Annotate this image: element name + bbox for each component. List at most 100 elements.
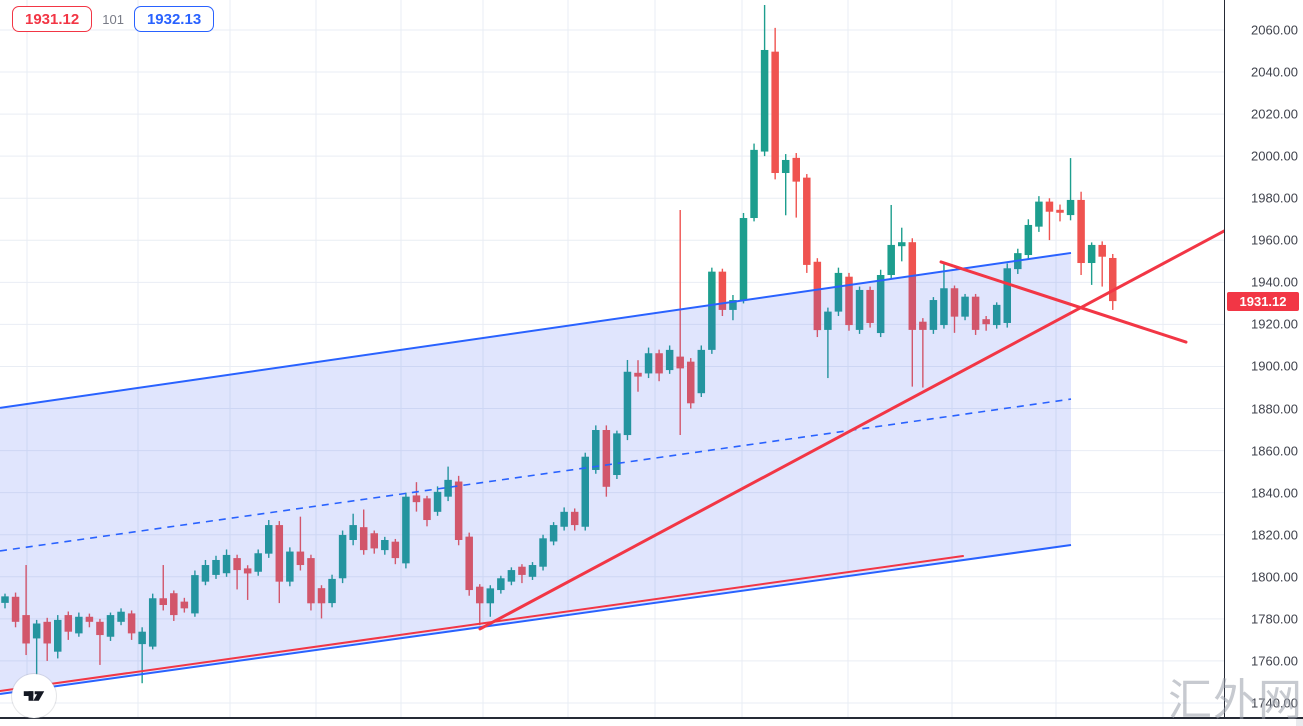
candle-body[interactable] <box>750 149 758 219</box>
trendlines[interactable] <box>0 229 1224 693</box>
candle-body[interactable] <box>222 554 231 574</box>
candle-body[interactable] <box>613 433 621 476</box>
candle-body[interactable] <box>729 300 737 310</box>
candle-body[interactable] <box>201 565 210 582</box>
candle-body[interactable] <box>159 598 168 605</box>
candle-body[interactable] <box>96 621 104 636</box>
candle-body[interactable] <box>570 511 579 526</box>
candle-body[interactable] <box>771 51 779 174</box>
candle-body[interactable] <box>982 319 990 325</box>
chart-canvas[interactable] <box>0 0 1224 718</box>
candle-body[interactable] <box>940 288 948 326</box>
candle-body[interactable] <box>307 558 315 604</box>
candle-body[interactable] <box>22 615 30 644</box>
sell-price-button[interactable]: 1931.12 <box>12 6 93 32</box>
channel-lower-line[interactable] <box>0 544 1072 695</box>
candle-body[interactable] <box>1035 201 1043 227</box>
candle-body[interactable] <box>560 511 568 527</box>
candle-body[interactable] <box>465 536 473 591</box>
candle-body[interactable] <box>349 525 357 541</box>
candle-body[interactable] <box>433 491 442 512</box>
candle-body[interactable] <box>718 271 727 310</box>
candle-body[interactable] <box>32 623 41 639</box>
candle-body[interactable] <box>138 631 146 645</box>
channel-fill[interactable] <box>0 252 1071 694</box>
candle-body[interactable] <box>1109 257 1117 302</box>
candle-body[interactable] <box>898 242 906 247</box>
candle-body[interactable] <box>170 593 178 616</box>
candle-body[interactable] <box>687 361 695 404</box>
falling-trendline[interactable] <box>939 260 1188 344</box>
candle-body[interactable] <box>845 276 853 326</box>
candle-body[interactable] <box>191 575 199 614</box>
candle-body[interactable] <box>85 616 94 622</box>
candle-body[interactable] <box>497 578 505 591</box>
candle-body[interactable] <box>265 525 273 554</box>
candle-body[interactable] <box>549 525 558 542</box>
candle-body[interactable] <box>412 495 421 503</box>
candle-body[interactable] <box>127 613 136 634</box>
candle-body[interactable] <box>359 527 368 551</box>
candle-body[interactable] <box>1066 199 1075 216</box>
candle-body[interactable] <box>866 289 874 323</box>
candle-body[interactable] <box>54 619 62 652</box>
candle-body[interactable] <box>950 288 959 317</box>
channel-middle-dashed-line[interactable] <box>0 398 1072 552</box>
support-along-lows[interactable] <box>0 554 964 693</box>
candle-body[interactable] <box>961 296 969 317</box>
candle-body[interactable] <box>370 533 379 549</box>
candle-body[interactable] <box>391 541 400 559</box>
candle-body[interactable] <box>423 498 431 521</box>
candle-body[interactable] <box>507 570 516 582</box>
candle-body[interactable] <box>634 372 642 377</box>
candle-body[interactable] <box>655 353 663 374</box>
candle-body[interactable] <box>971 296 980 330</box>
candle-body[interactable] <box>1087 244 1096 264</box>
candle-body[interactable] <box>106 615 115 637</box>
candle-body[interactable] <box>1 596 9 603</box>
candle-body[interactable] <box>760 49 769 152</box>
candle-body[interactable] <box>581 456 590 527</box>
candle-body[interactable] <box>602 430 611 487</box>
candle-body[interactable] <box>708 271 716 350</box>
candle-body[interactable] <box>275 525 284 582</box>
candle-body[interactable] <box>254 553 262 572</box>
candle-body[interactable] <box>697 349 706 394</box>
candle-body[interactable] <box>148 598 157 647</box>
trend-channel[interactable] <box>0 251 1072 695</box>
candle-body[interactable] <box>212 559 220 575</box>
candle-body[interactable] <box>834 272 843 312</box>
candle-body[interactable] <box>402 496 410 564</box>
candle-body[interactable] <box>908 242 917 330</box>
candle-body[interactable] <box>739 218 748 301</box>
candle-body[interactable] <box>180 601 189 609</box>
price-axis[interactable]: 2060.00 2040.00 2020.00 2000.00 1980.00 1960.… <box>1224 0 1303 718</box>
candle-body[interactable] <box>317 588 326 604</box>
candle-body[interactable] <box>1098 244 1106 257</box>
candle-body[interactable] <box>919 321 927 330</box>
candle-body[interactable] <box>676 356 684 369</box>
candle-body[interactable] <box>338 534 347 579</box>
candle-body[interactable] <box>117 611 125 622</box>
buy-price-button[interactable]: 1932.13 <box>133 6 215 32</box>
candle-body[interactable] <box>454 481 463 541</box>
candle-body[interactable] <box>328 578 336 604</box>
tradingview-logo[interactable] <box>12 674 56 718</box>
candle-body[interactable] <box>243 568 252 574</box>
candle-body[interactable] <box>929 300 938 330</box>
candle-body[interactable] <box>824 311 832 330</box>
candle-body[interactable] <box>286 551 294 582</box>
candle-body[interactable] <box>1024 224 1033 256</box>
candle-body[interactable] <box>855 289 864 330</box>
candle-body[interactable] <box>781 159 790 174</box>
candle-body[interactable] <box>813 261 822 331</box>
rising-trendline[interactable] <box>478 229 1224 631</box>
candle-body[interactable] <box>75 616 83 634</box>
candle-body[interactable] <box>296 551 305 566</box>
candle-body[interactable] <box>803 177 811 265</box>
candle-body[interactable] <box>592 430 600 470</box>
candle-body[interactable] <box>665 349 674 371</box>
candle-body[interactable] <box>1077 199 1085 264</box>
candle-body[interactable] <box>64 615 73 632</box>
candle-body[interactable] <box>623 371 632 436</box>
